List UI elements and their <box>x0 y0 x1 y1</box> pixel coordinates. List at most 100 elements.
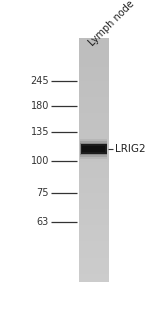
Bar <box>79 180 110 183</box>
Bar <box>79 207 110 209</box>
Bar <box>79 83 110 85</box>
Bar <box>79 227 110 229</box>
Bar <box>82 146 105 152</box>
Bar <box>79 68 110 71</box>
Bar <box>79 97 110 99</box>
Bar <box>79 170 110 172</box>
Bar <box>79 276 110 278</box>
Text: 245: 245 <box>30 76 49 86</box>
Bar <box>79 235 110 237</box>
Bar <box>79 150 110 152</box>
Bar <box>79 164 110 166</box>
Bar <box>79 242 110 243</box>
Bar <box>79 160 110 162</box>
Bar <box>79 117 110 120</box>
Bar <box>79 89 110 91</box>
Bar <box>79 248 110 249</box>
Bar <box>80 143 107 155</box>
Bar <box>79 99 110 101</box>
Bar <box>79 111 110 113</box>
Bar <box>79 205 110 207</box>
Bar <box>79 103 110 105</box>
Bar <box>79 197 110 199</box>
Bar <box>79 130 110 132</box>
Bar <box>79 272 110 274</box>
Bar <box>79 211 110 213</box>
Bar <box>79 87 110 89</box>
Text: 63: 63 <box>37 217 49 227</box>
Bar <box>79 168 110 170</box>
Bar <box>79 213 110 215</box>
Bar <box>79 225 110 227</box>
Bar <box>79 278 110 280</box>
Bar <box>79 144 110 146</box>
Bar <box>79 154 110 156</box>
Bar <box>79 46 110 48</box>
Bar <box>79 101 110 103</box>
Bar <box>79 176 110 178</box>
Bar <box>79 274 110 276</box>
Bar <box>79 56 110 58</box>
Bar <box>79 138 110 140</box>
Bar <box>79 77 110 79</box>
Text: 135: 135 <box>30 127 49 137</box>
Bar <box>79 262 110 264</box>
Bar <box>79 79 110 81</box>
Bar <box>79 113 110 115</box>
Bar <box>79 237 110 239</box>
Bar <box>79 95 110 97</box>
Bar <box>79 221 110 223</box>
Bar <box>79 231 110 233</box>
Bar <box>79 209 110 211</box>
Bar <box>79 50 110 52</box>
Bar <box>79 71 110 73</box>
Bar <box>79 38 110 40</box>
Bar <box>79 127 110 130</box>
Bar <box>79 64 110 67</box>
Bar <box>79 189 110 191</box>
Bar <box>79 120 110 121</box>
Bar <box>79 258 110 260</box>
Bar <box>79 280 110 282</box>
Bar <box>79 166 110 168</box>
Bar <box>79 201 110 203</box>
Text: Lymph node: Lymph node <box>87 0 136 48</box>
Bar <box>79 62 110 64</box>
Bar <box>79 81 110 83</box>
Bar <box>79 91 110 93</box>
Bar <box>79 233 110 235</box>
Bar <box>79 268 110 270</box>
Bar <box>79 140 110 142</box>
Bar <box>79 73 110 75</box>
Bar <box>79 132 110 134</box>
Bar <box>79 142 110 144</box>
Bar <box>79 264 110 266</box>
Bar <box>79 229 110 231</box>
Bar <box>80 139 107 159</box>
Bar <box>79 256 110 258</box>
Bar <box>79 172 110 174</box>
Bar <box>79 136 110 138</box>
Bar <box>79 67 110 68</box>
Bar <box>79 148 110 150</box>
Bar <box>79 215 110 217</box>
Bar <box>79 243 110 245</box>
Bar <box>79 54 110 56</box>
Bar <box>79 134 110 136</box>
Bar <box>79 42 110 44</box>
Bar <box>79 183 110 184</box>
Bar <box>79 48 110 50</box>
Bar <box>79 254 110 256</box>
Bar <box>79 239 110 242</box>
Bar <box>79 174 110 176</box>
Bar <box>79 158 110 160</box>
Bar <box>79 246 110 248</box>
Bar <box>79 61 110 62</box>
Bar <box>79 252 110 254</box>
Bar <box>79 58 110 61</box>
Bar <box>79 152 110 154</box>
Bar <box>81 145 106 154</box>
Bar <box>79 195 110 197</box>
Bar <box>79 107 110 109</box>
Bar <box>79 193 110 195</box>
